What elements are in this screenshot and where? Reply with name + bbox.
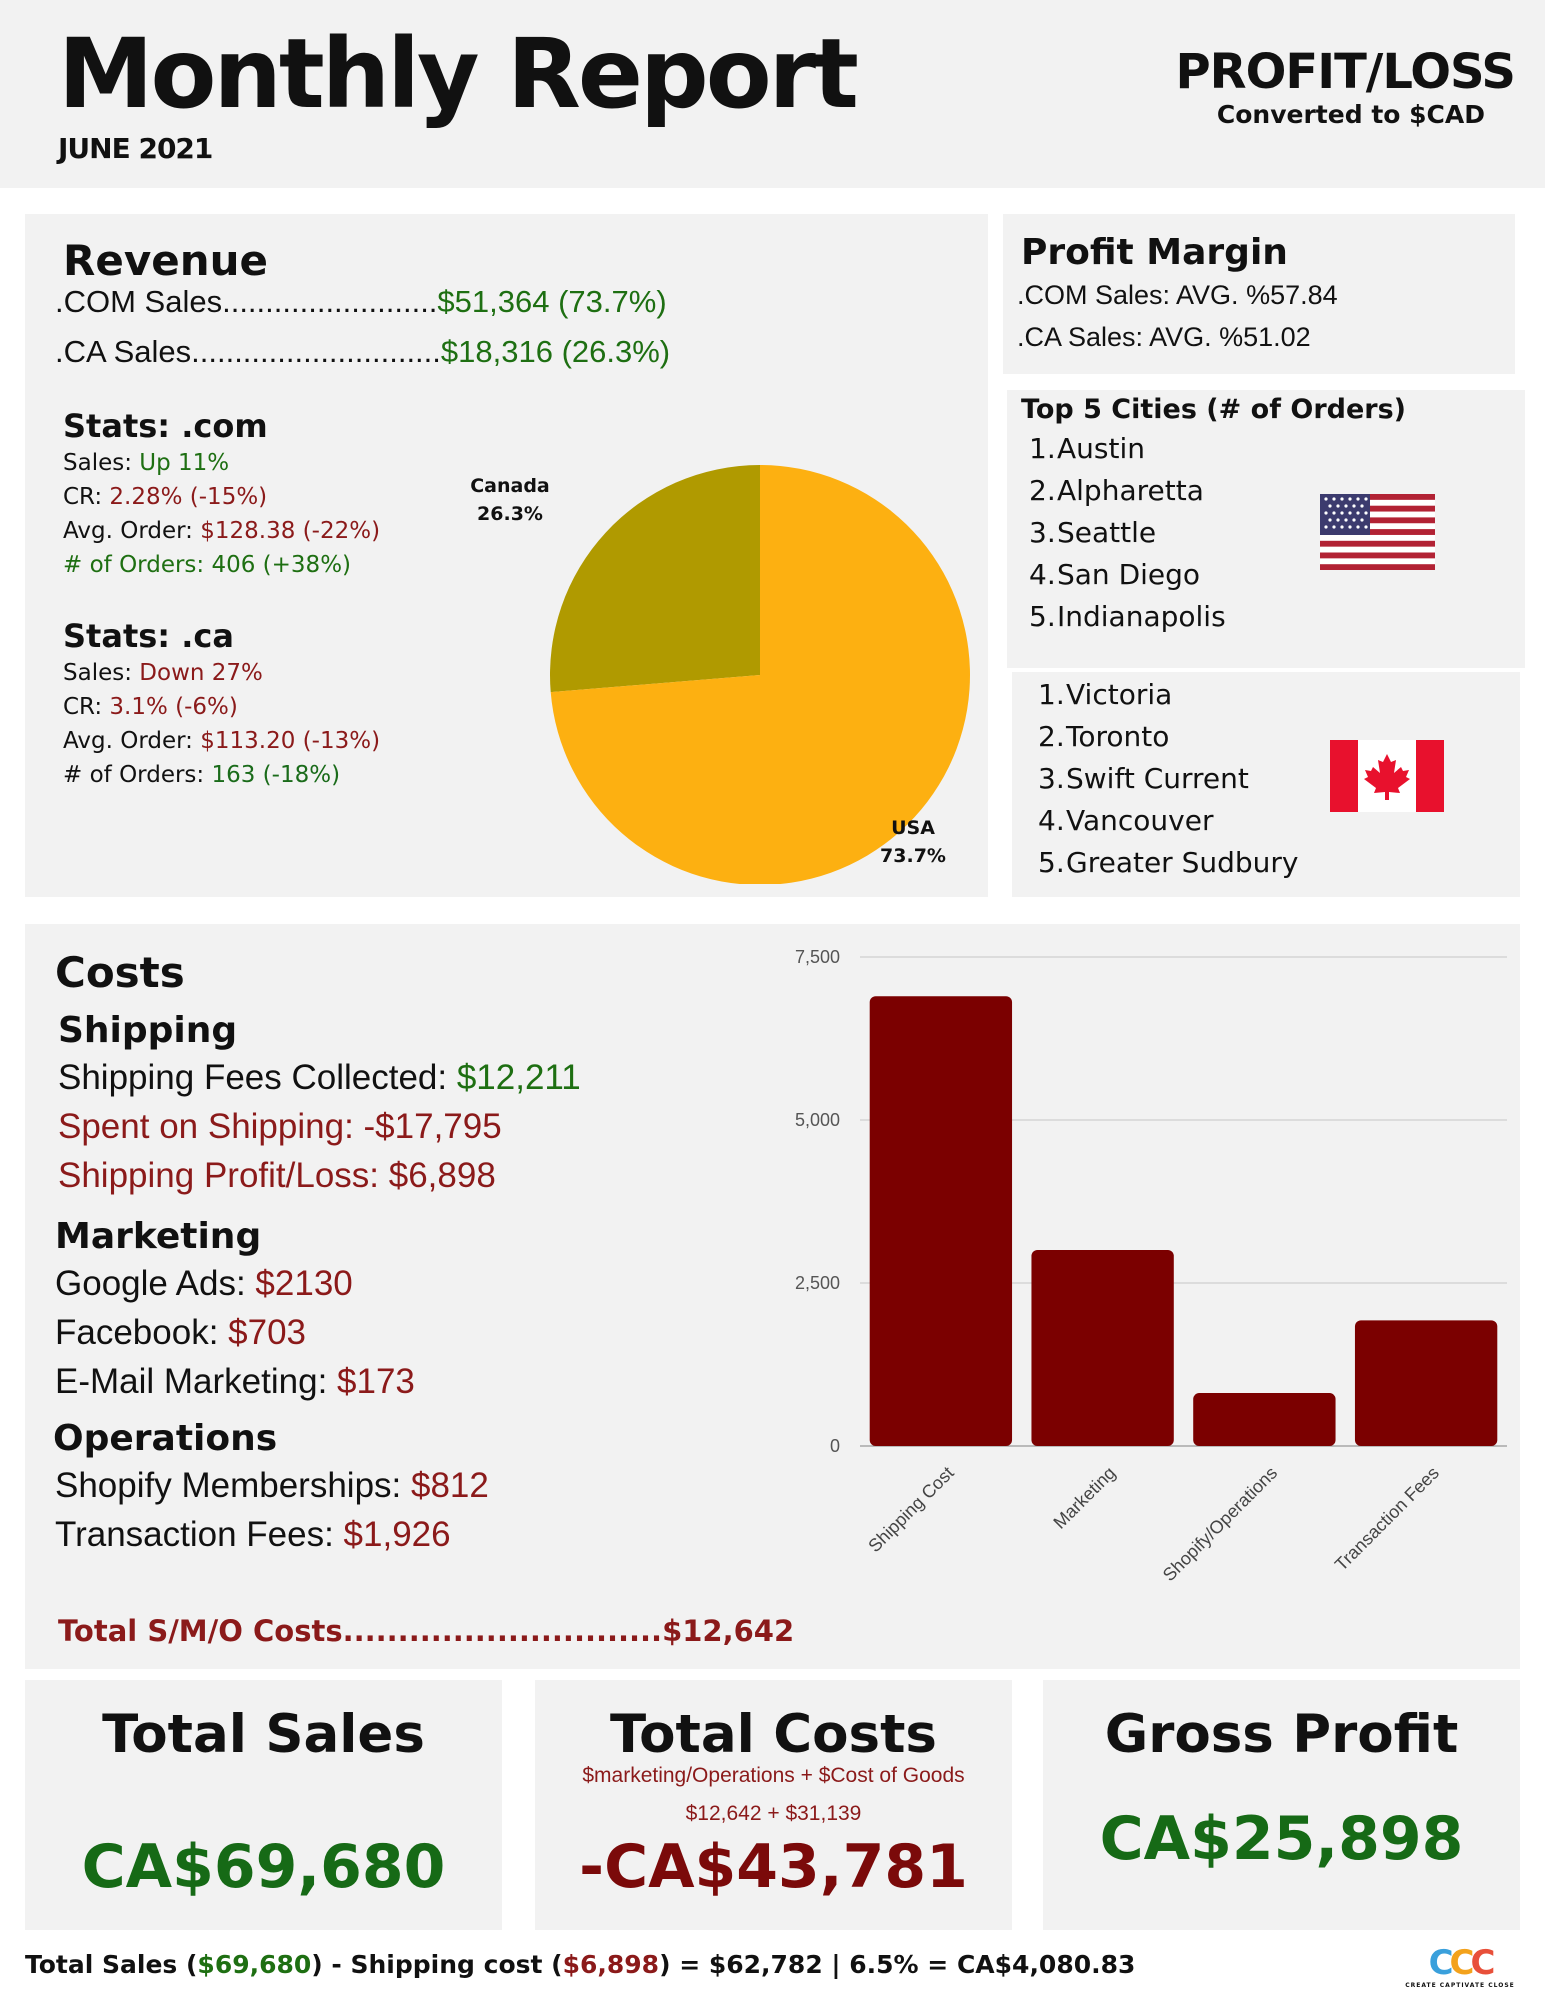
ccc-logo-text: CCC — [1428, 1943, 1496, 1983]
ccc-logo-sub: CREATE CAPTIVATE CLOSE — [1405, 1982, 1515, 1989]
total-costs-panel: Total Costs $marketing/Operations + $Cos… — [535, 1680, 1012, 1930]
revenue-pie-chart — [550, 465, 970, 884]
report-date: JUNE 2021 — [58, 132, 213, 165]
pie-label-usa: USA 73.7% — [873, 814, 953, 870]
list-item: 4. San Diego — [1029, 558, 1201, 591]
x-tick-label: Shipping Cost — [864, 1463, 957, 1556]
y-tick-label: 7,500 — [795, 947, 840, 967]
stats-ca-sales: Sales: Down 27% — [63, 660, 263, 686]
stats-com-orders: # of Orders: 406 (+38%) — [63, 552, 352, 578]
operations-heading: Operations — [53, 1418, 278, 1459]
list-item: 2. Toronto — [1038, 720, 1170, 753]
gross-profit-heading: Gross Profit — [1104, 1704, 1459, 1765]
y-tick-label: 2,500 — [795, 1273, 840, 1293]
header-band: Monthly Report JUNE 2021 PROFIT/LOSS Con… — [0, 0, 1545, 188]
list-item: 3. Seattle — [1029, 516, 1157, 549]
list-item: 1. Victoria — [1038, 678, 1173, 711]
costs-bar-chart: 0 2,500 5,000 7,500 Shipping Cost Marketing Sh… — [795, 947, 1507, 1585]
top-cities-usa-list: 1. Austin 2. Alpharetta 3. Seattle 4. San Di… — [1029, 428, 1226, 638]
revenue-com-label: .COM Sales......................... — [55, 284, 438, 319]
gross-profit-panel: Gross Profit CA$25,898 — [1043, 1680, 1520, 1930]
profit-margin-heading: Profit Margin — [1021, 232, 1288, 273]
total-sales-panel: Total Sales CA$69,680 — [25, 1680, 502, 1930]
costs-panel: Costs Shipping Shipping Fees Collected: … — [25, 924, 1520, 1669]
email-marketing-line: E-Mail Marketing: $173 — [55, 1362, 415, 1401]
revenue-heading: Revenue — [63, 236, 268, 285]
pie-label-usa-pct: 73.7% — [880, 845, 946, 867]
x-tick-label: Transaction Fees — [1331, 1463, 1443, 1575]
top-cities-canada-list: 1. Victoria 2. Toronto 3. Swift Current 4. V… — [1038, 674, 1299, 884]
total-costs-heading: Total Costs — [610, 1704, 937, 1765]
top-cities-usa-panel: Top 5 Cities (# of Orders) 1. Austin 2. Al… — [1007, 390, 1525, 668]
revenue-com-value: $51,364 (73.7%) — [437, 284, 667, 319]
revenue-ca-label: .CA Sales............................. — [55, 334, 441, 369]
currency-note: Converted to $CAD — [1216, 100, 1485, 129]
total-sales-value: CA$69,680 — [81, 1832, 446, 1902]
total-costs-value: -CA$43,781 — [579, 1832, 968, 1902]
pie-label-canada: Canada 26.3% — [460, 472, 560, 528]
list-item: 4. Vancouver — [1038, 804, 1214, 837]
total-costs-formula: $marketing/Operations + $Cost of Goods — [582, 1764, 965, 1787]
usa-flag-icon — [1320, 494, 1435, 570]
shipping-fees-collected: Shipping Fees Collected: $12,211 — [58, 1058, 581, 1097]
spent-on-shipping: Spent on Shipping: -$17,795 — [58, 1107, 502, 1146]
revenue-ca-line: .CA Sales.............................$1… — [55, 334, 670, 370]
y-tick-label: 0 — [830, 1436, 840, 1456]
profit-margin-com: .COM Sales: AVG. %57.84 — [1017, 280, 1338, 310]
shipping-heading: Shipping — [58, 1010, 238, 1051]
shipping-profit-loss: Shipping Profit/Loss: $6,898 — [58, 1156, 496, 1195]
pie-slice-canada — [550, 465, 760, 693]
x-tick-label: Marketing — [1049, 1463, 1119, 1533]
bar — [1354, 1320, 1498, 1446]
stats-com: Stats: .com Sales: Up 11% CR: 2.28% (-15… — [63, 406, 380, 582]
stats-com-heading: Stats: .com — [63, 407, 268, 445]
facebook-line: Facebook: $703 — [55, 1313, 307, 1352]
report-title: Monthly Report — [58, 18, 859, 130]
total-sales-heading: Total Sales — [102, 1704, 425, 1765]
footer-summary: Total Sales ($69,680) - Shipping cost ($… — [25, 1950, 1136, 1979]
stats-com-cr: CR: 2.28% (-15%) — [63, 484, 268, 510]
google-ads-line: Google Ads: $2130 — [55, 1264, 353, 1303]
bar — [869, 996, 1013, 1446]
ccc-logo: CCC CREATE CAPTIVATE CLOSE — [1400, 1946, 1520, 1989]
canada-flag-icon — [1330, 740, 1444, 812]
y-tick-label: 5,000 — [795, 1110, 840, 1130]
list-item: 1. Austin — [1029, 432, 1145, 465]
list-item: 5. Greater Sudbury — [1038, 846, 1299, 879]
pie-label-usa-name: USA — [891, 817, 935, 839]
bar — [1193, 1393, 1336, 1446]
pie-label-canada-name: Canada — [470, 475, 550, 497]
list-item: 5. Indianapolis — [1029, 600, 1226, 633]
stats-ca-heading: Stats: .ca — [63, 617, 234, 655]
costs-heading: Costs — [55, 948, 185, 997]
stats-ca-cr: CR: 3.1% (-6%) — [63, 694, 238, 720]
revenue-panel: Revenue .COM Sales......................… — [25, 214, 988, 897]
total-costs-sum: $12,642 + $31,139 — [685, 1802, 862, 1825]
list-item: 2. Alpharetta — [1029, 474, 1204, 507]
top-cities-canada-panel: 1. Victoria 2. Toronto 3. Swift Current 4. V… — [1012, 672, 1520, 897]
revenue-ca-value: $18,316 (26.3%) — [440, 334, 671, 369]
pie-label-canada-pct: 26.3% — [477, 503, 543, 525]
gross-profit-value: CA$25,898 — [1099, 1804, 1464, 1874]
top-cities-heading: Top 5 Cities (# of Orders) — [1021, 394, 1407, 425]
bar — [1031, 1250, 1174, 1446]
total-smo-costs: Total S/M/O Costs.......................… — [58, 1614, 795, 1648]
stats-ca-orders: # of Orders: 163 (-18%) — [63, 762, 341, 788]
stats-ca-avg-order: Avg. Order: $113.20 (-13%) — [63, 728, 381, 754]
stats-com-avg-order: Avg. Order: $128.38 (-22%) — [63, 518, 381, 544]
transaction-fees-line: Transaction Fees: $1,926 — [55, 1515, 451, 1554]
stats-ca: Stats: .ca Sales: Down 27% CR: 3.1% (-6%… — [63, 616, 380, 792]
profit-margin-panel: Profit Margin .COM Sales: AVG. %57.84 .C… — [1003, 214, 1515, 374]
list-item: 3. Swift Current — [1038, 762, 1249, 795]
profit-margin-ca: .CA Sales: AVG. %51.02 — [1017, 322, 1311, 352]
revenue-com-line: .COM Sales.........................$51,3… — [55, 284, 667, 320]
x-tick-label: Shopify/Operations — [1159, 1463, 1281, 1585]
marketing-heading: Marketing — [55, 1216, 262, 1257]
pie-slice-usa — [550, 465, 970, 884]
stats-com-sales: Sales: Up 11% — [63, 450, 230, 476]
report-type: PROFIT/LOSS — [1175, 44, 1516, 100]
shopify-memberships-line: Shopify Memberships: $812 — [55, 1466, 489, 1505]
